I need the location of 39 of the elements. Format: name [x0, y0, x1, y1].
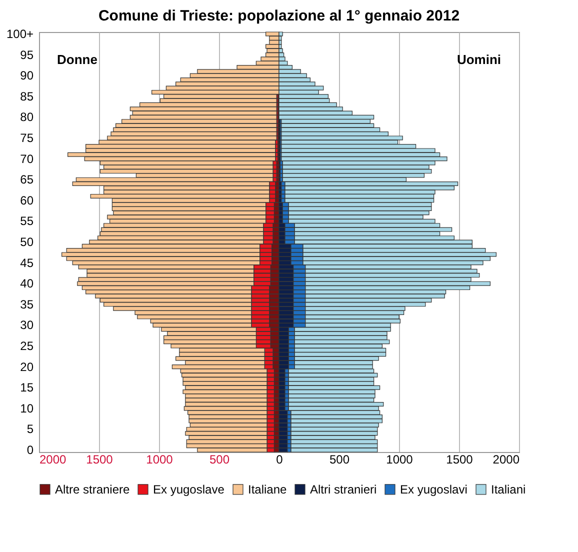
legend-label: Ex yugoslavi	[400, 482, 468, 496]
x-tick-label: 0	[276, 452, 284, 466]
y-tick-label: 100+	[6, 26, 34, 41]
y-tick-label: 40	[20, 276, 34, 291]
y-tick-label: 50	[20, 235, 34, 249]
annotation: Donne	[57, 52, 98, 67]
x-tick-label: 1500	[446, 452, 474, 466]
x-tick-label: 1500	[86, 452, 114, 466]
y-tick-label: 75	[20, 130, 34, 145]
legend-label: Altre straniere	[55, 482, 130, 496]
y-tick-label: 45	[20, 256, 34, 270]
y-tick-label: 70	[20, 152, 34, 166]
y-tick-label: 80	[20, 110, 34, 124]
y-tick-label: 35	[20, 297, 34, 312]
y-tick-label: 25	[20, 339, 34, 354]
x-tick-label: 2000	[492, 452, 520, 466]
y-tick-label: 65	[20, 172, 34, 187]
y-tick-label: 15	[20, 380, 34, 395]
legend-label: Ex yugoslave	[153, 482, 225, 496]
y-tick-label: 10	[20, 401, 34, 416]
y-tick-label: 95	[20, 48, 34, 62]
x-tick-label: 500	[329, 452, 350, 466]
y-tick-label: 90	[20, 68, 34, 83]
y-tick-label: 85	[20, 89, 34, 104]
y-tick-label: 60	[20, 193, 34, 208]
y-tick-label: 0	[26, 443, 34, 458]
legend-label: Italiane	[248, 482, 288, 496]
x-tick-label: 500	[209, 452, 230, 466]
legend-label: Italiani	[491, 482, 526, 496]
x-tick-label: 2000	[40, 452, 67, 466]
chart-title: Comune di Trieste: popolazione al 1° gennaio 2012	[98, 7, 460, 24]
y-tick-label: 55	[20, 214, 34, 228]
x-tick-label: 1000	[146, 452, 174, 466]
y-tick-label: 20	[20, 360, 34, 374]
x-tick-label: 1000	[386, 452, 414, 466]
legend-label: Altri stranieri	[310, 482, 377, 496]
y-tick-label: 30	[20, 318, 34, 332]
annotation: Uomini	[456, 52, 501, 67]
y-tick-label: 5	[26, 422, 34, 436]
